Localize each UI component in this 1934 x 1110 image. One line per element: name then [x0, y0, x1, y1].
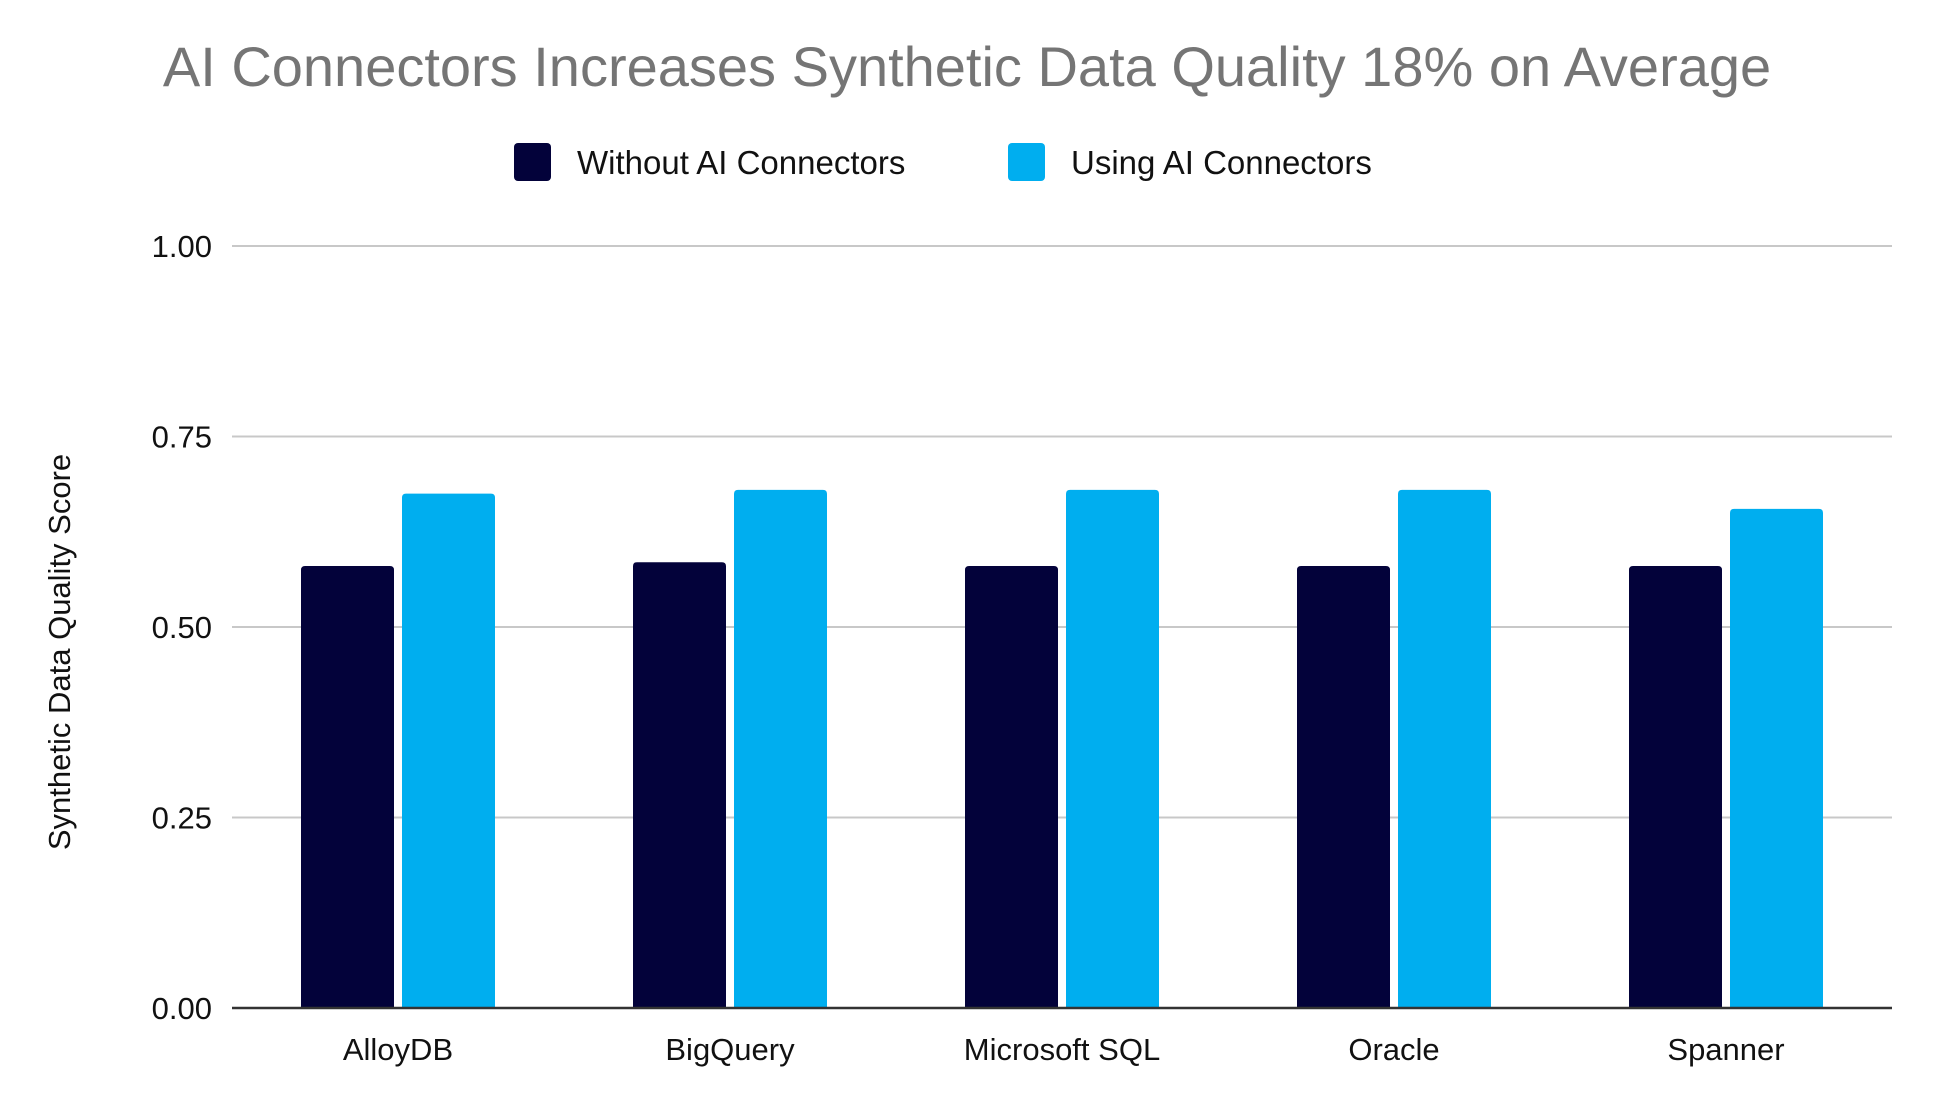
legend-swatch: [1008, 143, 1045, 181]
chart-title: AI Connectors Increases Synthetic Data Q…: [163, 35, 1771, 98]
x-tick-label: Spanner: [1667, 1032, 1784, 1067]
bar-using-spanner: [1730, 508, 1823, 1008]
legend-swatch: [514, 143, 551, 181]
x-tick-label: Oracle: [1348, 1032, 1439, 1067]
y-tick-label: 0.25: [152, 801, 212, 836]
legend-label: Without AI Connectors: [577, 144, 905, 181]
x-axis-ticks: AlloyDB BigQuery Microsoft SQL Oracle Spanne…: [343, 1032, 1785, 1067]
bar-using-bigquery: [734, 489, 827, 1009]
bar-without-spanner: [1629, 566, 1722, 1008]
bars: [301, 489, 1823, 1009]
y-axis-ticks: 0.00 0.25 0.50 0.75 1.00: [152, 229, 212, 1026]
x-tick-label: AlloyDB: [343, 1032, 453, 1067]
bar-without-bigquery: [633, 562, 726, 1008]
bar-without-oracle: [1297, 566, 1390, 1008]
bar-using-oracle: [1398, 489, 1491, 1009]
gridlines: [232, 245, 1892, 819]
y-tick-label: 0.50: [152, 610, 212, 645]
legend: Without AI Connectors Using AI Connectors: [514, 143, 1372, 181]
x-tick-label: Microsoft SQL: [964, 1032, 1160, 1067]
bar-using-alloydb: [402, 493, 495, 1008]
bar-using-microsoft-sql: [1066, 489, 1159, 1009]
legend-label: Using AI Connectors: [1071, 144, 1372, 181]
y-tick-label: 1.00: [152, 229, 212, 264]
y-axis-label: Synthetic Data Quality Score: [42, 454, 77, 850]
bar-without-microsoft-sql: [965, 566, 1058, 1008]
y-tick-label: 0.00: [152, 991, 212, 1026]
x-tick-label: BigQuery: [665, 1032, 795, 1067]
y-tick-label: 0.75: [152, 420, 212, 455]
bar-without-alloydb: [301, 566, 394, 1008]
